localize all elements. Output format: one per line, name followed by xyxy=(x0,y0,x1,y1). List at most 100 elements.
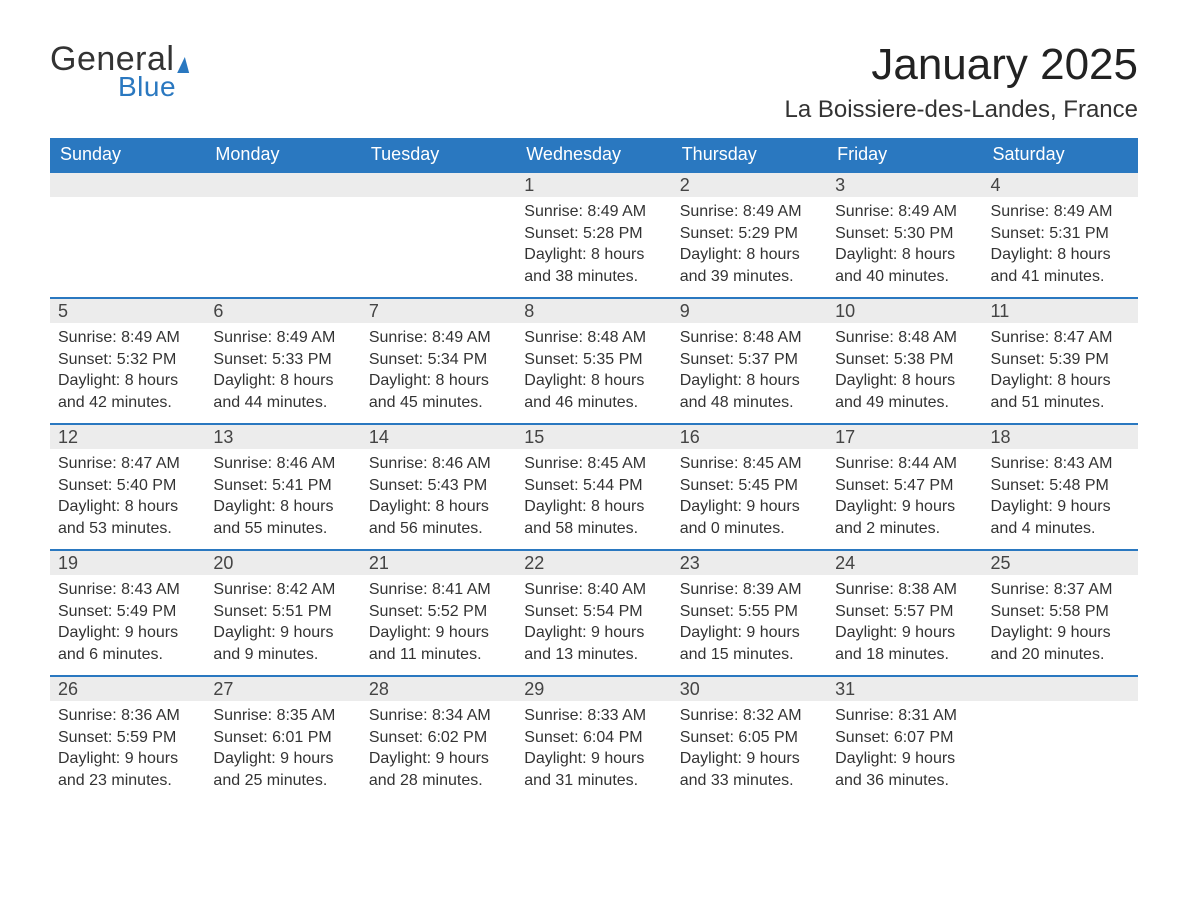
daylight-line-1: Daylight: 9 hours xyxy=(835,622,974,644)
daylight-value-1: 9 hours xyxy=(902,624,955,641)
day-details: Sunrise: 8:49 AMSunset: 5:34 PMDaylight:… xyxy=(361,323,516,421)
calendar-week: 19Sunrise: 8:43 AMSunset: 5:49 PMDayligh… xyxy=(50,549,1138,675)
day-details: Sunrise: 8:49 AMSunset: 5:33 PMDaylight:… xyxy=(205,323,360,421)
calendar-cell: 11Sunrise: 8:47 AMSunset: 5:39 PMDayligh… xyxy=(983,297,1138,423)
calendar-cell: 13Sunrise: 8:46 AMSunset: 5:41 PMDayligh… xyxy=(205,423,360,549)
daylight-label: Daylight: xyxy=(524,372,586,389)
day-number: 25 xyxy=(983,549,1138,575)
sunset-label: Sunset: xyxy=(835,225,889,242)
daylight-line-2: and 0 minutes. xyxy=(680,518,819,540)
sunset-value: 5:59 PM xyxy=(117,729,177,746)
daylight-value-1: 8 hours xyxy=(125,498,178,515)
day-details: Sunrise: 8:38 AMSunset: 5:57 PMDaylight:… xyxy=(827,575,982,673)
day-details: Sunrise: 8:33 AMSunset: 6:04 PMDaylight:… xyxy=(516,701,671,799)
daylight-label: Daylight: xyxy=(680,624,742,641)
sunset-line: Sunset: 5:43 PM xyxy=(369,475,508,497)
sunrise-line: Sunrise: 8:47 AM xyxy=(58,453,197,475)
daylight-line-1: Daylight: 9 hours xyxy=(835,748,974,770)
daylight-label: Daylight: xyxy=(991,372,1053,389)
sunset-value: 6:02 PM xyxy=(428,729,488,746)
sunset-value: 5:41 PM xyxy=(272,477,332,494)
sunrise-line: Sunrise: 8:49 AM xyxy=(369,327,508,349)
daylight-label: Daylight: xyxy=(524,498,586,515)
sunrise-value: 8:35 AM xyxy=(277,707,336,724)
sunset-value: 6:05 PM xyxy=(738,729,798,746)
sunrise-label: Sunrise: xyxy=(369,329,428,346)
sunrise-value: 8:40 AM xyxy=(587,581,646,598)
daylight-line-2: and 44 minutes. xyxy=(213,392,352,414)
sunset-line: Sunset: 5:34 PM xyxy=(369,349,508,371)
sunrise-line: Sunrise: 8:45 AM xyxy=(680,453,819,475)
sunset-line: Sunset: 5:29 PM xyxy=(680,223,819,245)
day-details: Sunrise: 8:32 AMSunset: 6:05 PMDaylight:… xyxy=(672,701,827,799)
daylight-line-2: and 51 minutes. xyxy=(991,392,1130,414)
sunrise-line: Sunrise: 8:43 AM xyxy=(991,453,1130,475)
sunrise-value: 8:48 AM xyxy=(587,329,646,346)
calendar-cell: 10Sunrise: 8:48 AMSunset: 5:38 PMDayligh… xyxy=(827,297,982,423)
day-number: 16 xyxy=(672,423,827,449)
sunrise-label: Sunrise: xyxy=(835,203,894,220)
daylight-value-1: 9 hours xyxy=(746,624,799,641)
title-block: January 2025 La Boissiere-des-Landes, Fr… xyxy=(784,40,1138,124)
daylight-value-1: 9 hours xyxy=(902,498,955,515)
sunset-line: Sunset: 5:51 PM xyxy=(213,601,352,623)
sunrise-value: 8:47 AM xyxy=(1054,329,1113,346)
sunset-label: Sunset: xyxy=(369,603,423,620)
daylight-line-1: Daylight: 8 hours xyxy=(991,244,1130,266)
day-details: Sunrise: 8:41 AMSunset: 5:52 PMDaylight:… xyxy=(361,575,516,673)
sunrise-label: Sunrise: xyxy=(991,203,1050,220)
day-number: 6 xyxy=(205,297,360,323)
sunset-line: Sunset: 5:39 PM xyxy=(991,349,1130,371)
daylight-line-1: Daylight: 9 hours xyxy=(680,622,819,644)
daylight-value-1: 9 hours xyxy=(1057,498,1110,515)
sunset-value: 5:30 PM xyxy=(894,225,954,242)
sunset-value: 5:57 PM xyxy=(894,603,954,620)
day-number: 27 xyxy=(205,675,360,701)
day-details: Sunrise: 8:37 AMSunset: 5:58 PMDaylight:… xyxy=(983,575,1138,673)
day-number: 17 xyxy=(827,423,982,449)
calendar-cell: 9Sunrise: 8:48 AMSunset: 5:37 PMDaylight… xyxy=(672,297,827,423)
calendar-cell: 24Sunrise: 8:38 AMSunset: 5:57 PMDayligh… xyxy=(827,549,982,675)
calendar-cell: 1Sunrise: 8:49 AMSunset: 5:28 PMDaylight… xyxy=(516,171,671,297)
sunrise-label: Sunrise: xyxy=(680,329,739,346)
sunset-value: 5:47 PM xyxy=(894,477,954,494)
daylight-line-2: and 40 minutes. xyxy=(835,266,974,288)
sunset-value: 5:49 PM xyxy=(117,603,177,620)
day-number: 1 xyxy=(516,171,671,197)
calendar-cell: 16Sunrise: 8:45 AMSunset: 5:45 PMDayligh… xyxy=(672,423,827,549)
daylight-line-1: Daylight: 8 hours xyxy=(213,370,352,392)
daylight-line-1: Daylight: 8 hours xyxy=(524,496,663,518)
sunset-line: Sunset: 5:32 PM xyxy=(58,349,197,371)
sunrise-line: Sunrise: 8:33 AM xyxy=(524,705,663,727)
daylight-line-1: Daylight: 8 hours xyxy=(680,244,819,266)
daylight-label: Daylight: xyxy=(835,624,897,641)
sunrise-value: 8:34 AM xyxy=(432,707,491,724)
day-header: Monday xyxy=(205,138,360,171)
sunset-label: Sunset: xyxy=(524,351,578,368)
sunset-line: Sunset: 5:59 PM xyxy=(58,727,197,749)
day-number: 9 xyxy=(672,297,827,323)
daylight-line-2: and 48 minutes. xyxy=(680,392,819,414)
day-details: Sunrise: 8:47 AMSunset: 5:40 PMDaylight:… xyxy=(50,449,205,547)
sunset-line: Sunset: 5:35 PM xyxy=(524,349,663,371)
sunrise-label: Sunrise: xyxy=(213,707,272,724)
sunset-value: 5:38 PM xyxy=(894,351,954,368)
daylight-line-2: and 46 minutes. xyxy=(524,392,663,414)
month-title: January 2025 xyxy=(784,40,1138,90)
sunset-value: 5:44 PM xyxy=(583,477,643,494)
day-number xyxy=(205,171,360,197)
sunrise-value: 8:47 AM xyxy=(121,455,180,472)
daylight-line-1: Daylight: 9 hours xyxy=(58,748,197,770)
daylight-value-1: 8 hours xyxy=(1057,372,1110,389)
daylight-value-1: 9 hours xyxy=(902,750,955,767)
daylight-label: Daylight: xyxy=(835,498,897,515)
calendar-cell: 28Sunrise: 8:34 AMSunset: 6:02 PMDayligh… xyxy=(361,675,516,801)
sunrise-label: Sunrise: xyxy=(835,581,894,598)
sunrise-value: 8:39 AM xyxy=(743,581,802,598)
calendar-cell xyxy=(205,171,360,297)
sunrise-label: Sunrise: xyxy=(58,329,117,346)
sunset-line: Sunset: 6:02 PM xyxy=(369,727,508,749)
sunset-label: Sunset: xyxy=(991,225,1045,242)
sunset-label: Sunset: xyxy=(213,477,267,494)
sunrise-line: Sunrise: 8:46 AM xyxy=(213,453,352,475)
